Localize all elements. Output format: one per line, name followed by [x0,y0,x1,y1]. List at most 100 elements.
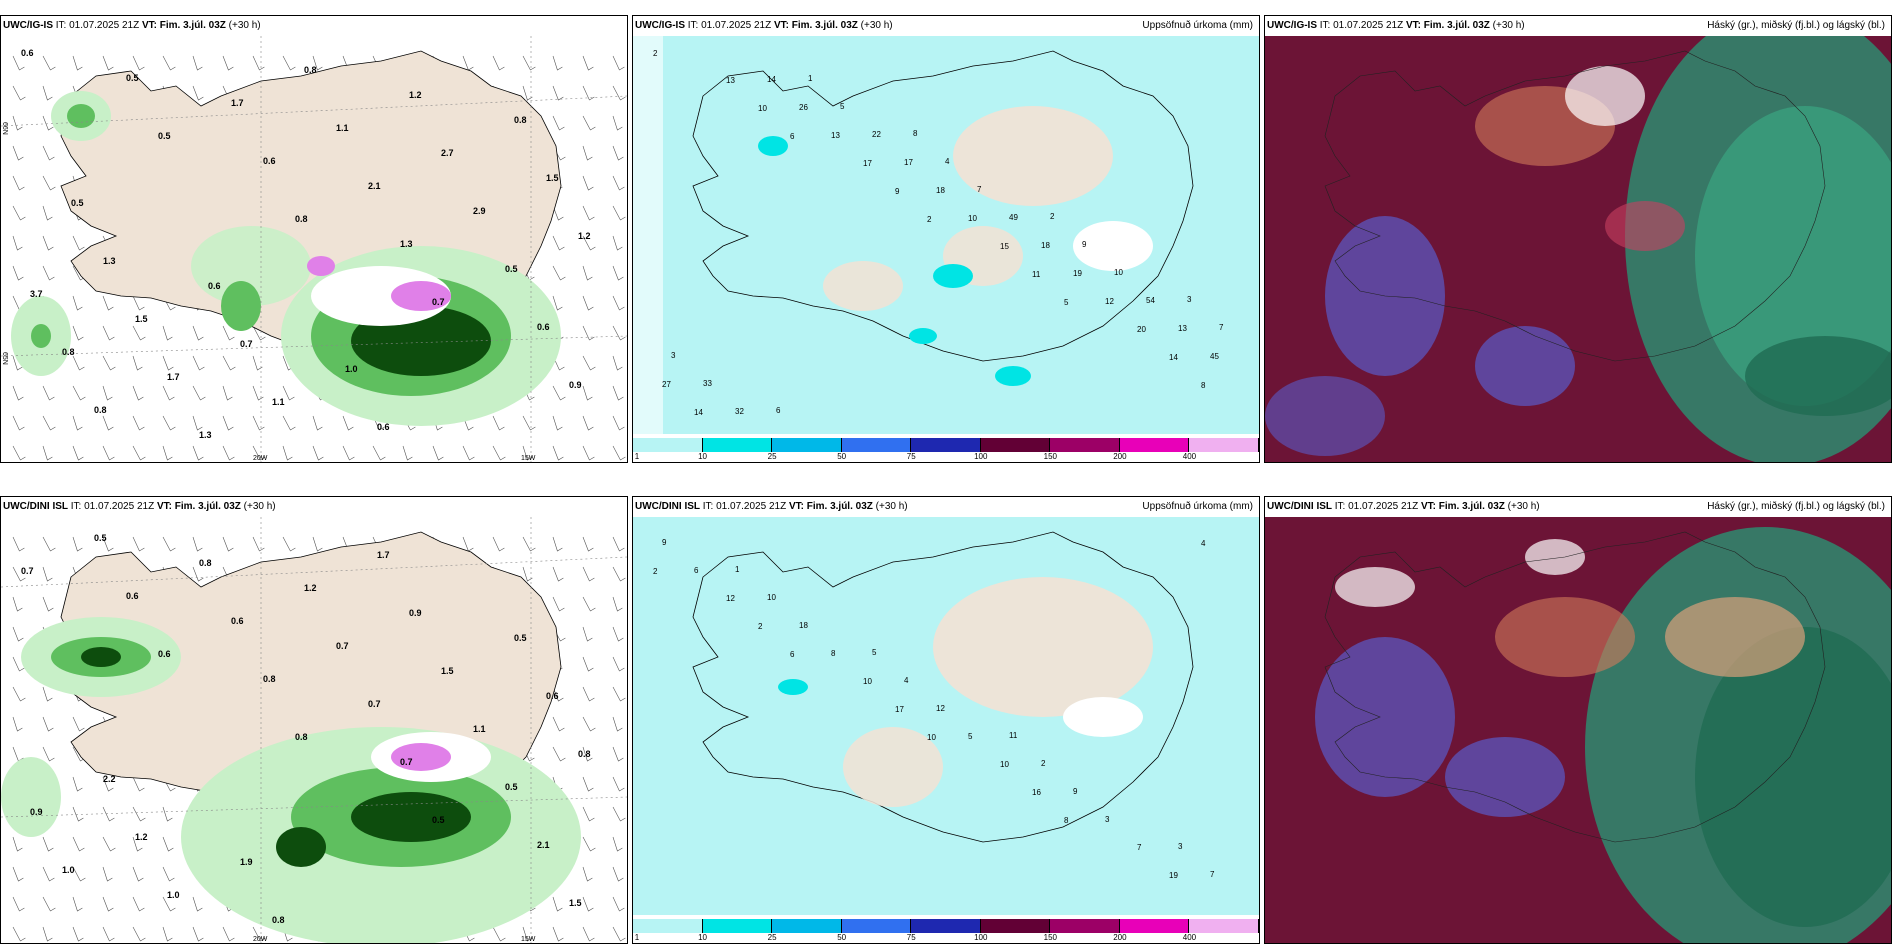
value-label: 4 [1201,539,1206,548]
wind-barb [72,716,85,732]
value-label: 15 [1000,242,1009,251]
vt-label: VT: [773,20,789,31]
wind-barb [12,716,23,732]
iceland-outline [1324,50,1826,362]
vt-label: VT: [156,501,172,512]
wind-barb [492,445,506,461]
value-label: 9 [1082,240,1087,249]
value-label: 0.7 [21,566,34,576]
wind-barb [72,806,84,822]
value-label: 1.7 [377,550,390,560]
wind-barb [252,415,265,431]
colorbar-swatch [702,919,773,933]
lead-time: (+30 h) [875,501,908,512]
wind-barb [132,926,146,942]
value-label: 2 [653,567,658,576]
wind-barb [222,385,233,401]
wind-barb [12,175,25,191]
wind-barb [132,295,145,311]
precip-wind-map: 66N 65N 20W 15W 0.6 0.5 0.8 0.7 0.9 0.5 0.6 1.3… [1,36,627,462]
value-label: 20 [1137,325,1146,334]
value-label: 1.7 [167,372,180,382]
wind-barb [282,445,293,461]
it-value: 01.07.2025 21Z [1348,501,1419,512]
wind-barb [42,415,56,431]
value-label: 1.9 [240,857,253,867]
value-label: 27 [662,380,671,389]
wind-barb [552,85,564,101]
value-label: 0.9 [409,608,422,618]
value-label: 18 [936,186,945,195]
value-label: 12 [936,704,945,713]
wind-barb [582,295,594,311]
vt-label: VT: [1405,20,1421,31]
lead-time: (+30 h) [243,501,276,512]
wind-barb [42,85,53,101]
value-label: 0.7 [336,641,349,651]
value-label: 2.7 [441,148,454,158]
value-label: 2.2 [103,774,116,784]
wind-barb [12,265,24,281]
value-label: 0.8 [304,65,317,75]
it-value: 01.07.2025 21Z [701,20,772,31]
wind-barb [612,85,626,101]
wind-barb [582,385,593,401]
colorbar-tick-label: 400 [1182,452,1197,461]
wind-barb [162,896,176,912]
wind-barb [42,235,54,251]
wind-barb [222,536,234,552]
wind-barb [252,926,266,942]
wind-barb [12,145,24,161]
wind-barb [72,55,83,71]
wind-barb [252,55,265,71]
value-label: 0.5 [94,533,107,543]
wind-barb [132,415,145,431]
wind-barb [12,115,23,131]
wind-barb [612,536,625,552]
value-label: 0.8 [578,749,591,759]
wind-barb [552,265,566,281]
wind-barb [102,806,115,822]
wind-barb [12,896,25,912]
value-label: 0.5 [432,815,445,825]
wind-barb [582,445,595,461]
precip-value-labels: 0.6 0.5 0.8 0.7 0.9 0.5 0.6 1.3 0.6 0.8 1.7 2.1 0.5 0… [21,48,591,440]
lon-15w-label: 15W [521,455,536,462]
wind-barb [342,415,354,431]
value-label: 1.2 [304,583,317,593]
wind-barb [192,415,203,431]
wind-barb [12,355,23,371]
value-label: 12 [726,594,735,603]
precip-shading [1,617,581,943]
value-label: 13 [831,131,840,140]
panel-dini-precip: UWC/DINI ISL IT: 01.07.2025 21Z VT: Fim.… [0,496,628,944]
wind-barb [42,445,53,461]
wind-barb [462,445,475,461]
wind-barb [72,415,83,431]
wind-barb [582,596,596,612]
wind-barb [102,776,114,792]
lon-20w-label: 20W [253,936,268,943]
wind-barb [552,205,564,221]
vt-value: Fim. 3.júl. 03Z [791,20,858,31]
model-name: UWC/DINI ISL [3,501,68,512]
vt-value: Fim. 3.júl. 03Z [1438,501,1505,512]
wind-barb [582,355,596,371]
cloud-cover-map [1265,36,1891,462]
wind-barb [612,896,625,912]
value-label: 0.6 [231,616,244,626]
wind-barb [42,385,55,401]
value-label: 7 [1219,323,1224,332]
value-label: 5 [872,648,877,657]
colorbar-tick-label: 75 [906,933,916,942]
wind-barb [72,235,85,251]
wind-barb [312,536,323,552]
wind-barb [162,806,173,822]
wind-barb [42,265,55,281]
it-label: IT: [1319,20,1331,31]
it-label: IT: [1334,501,1346,512]
wind-barb [102,866,113,882]
wind-barb [492,926,506,942]
colorbar-tick-label: 200 [1113,933,1127,942]
value-label: 1.2 [135,832,148,842]
